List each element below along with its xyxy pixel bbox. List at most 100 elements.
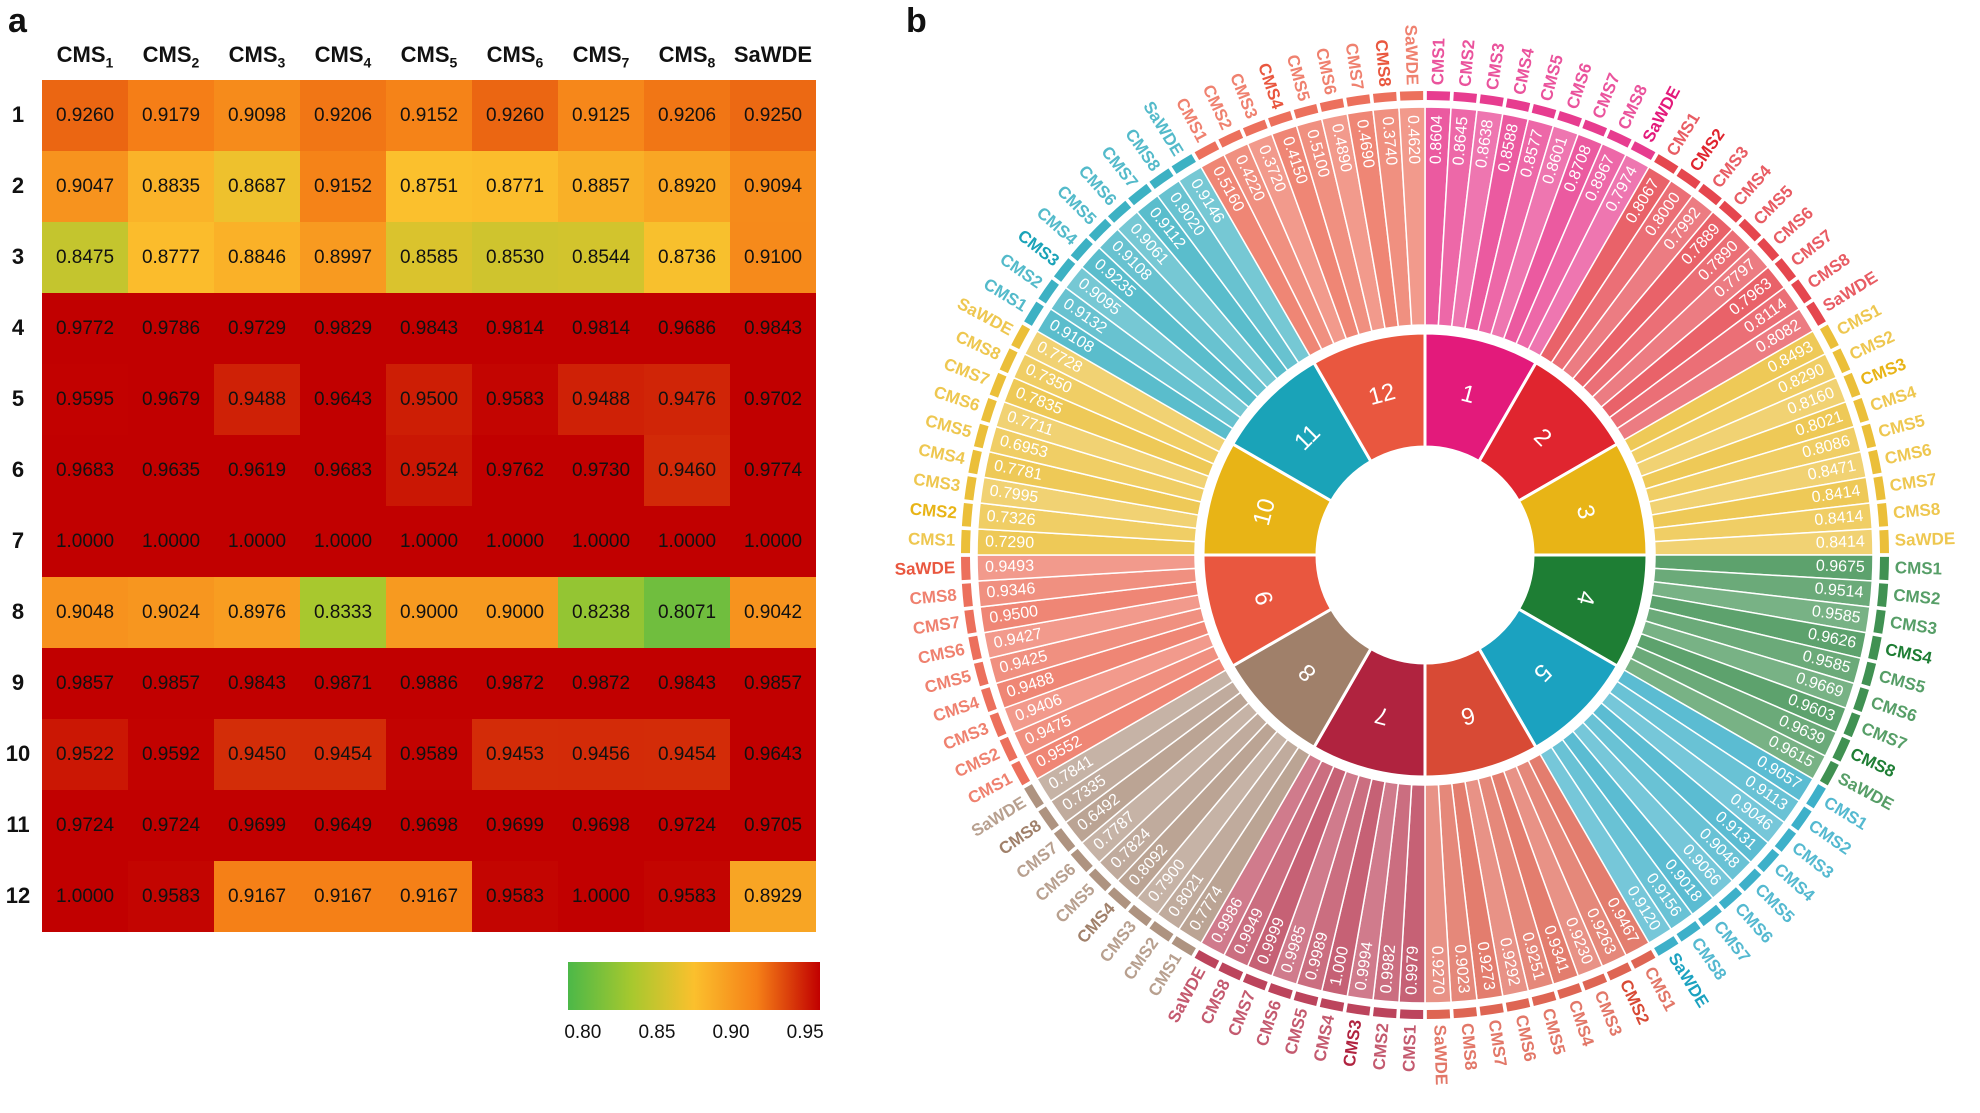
bar-value-label: 0.9585 (1811, 603, 1862, 627)
ring-tick (973, 423, 989, 449)
column-header: CMS3 (228, 42, 286, 71)
heatmap-cell: 0.9683 (300, 435, 386, 506)
heatmap-cell: 0.9094 (730, 151, 816, 222)
bar-value-label: 0.8645 (1450, 116, 1471, 166)
method-label: CMS3 (1591, 988, 1626, 1039)
heatmap-cell: 0.9454 (644, 719, 730, 790)
heatmap-cell: 0.8920 (644, 151, 730, 222)
ring-tick (1557, 983, 1582, 999)
method-label: CMS2 (1455, 39, 1478, 88)
heatmap-cell: 0.9699 (214, 790, 300, 861)
ring-tick (1053, 258, 1076, 282)
bar-value-label: 0.9346 (986, 580, 1036, 601)
heatmap-cell: 1.0000 (472, 506, 558, 577)
heatmap-cell: 0.9098 (214, 80, 300, 151)
method-label: CMS3 (912, 470, 961, 496)
heatmap-cell: 1.0000 (300, 506, 386, 577)
method-label: CMS6 (1252, 998, 1285, 1049)
heatmap-cell: 0.9619 (214, 435, 300, 506)
ring-tick (1372, 1007, 1397, 1019)
method-label: CMS7 (941, 354, 992, 389)
ring-tick (968, 635, 982, 661)
ring-tick (1070, 848, 1093, 873)
heatmap-cell: 0.9047 (42, 151, 128, 222)
ring-tick (989, 372, 1007, 398)
heatmap-cell: 1.0000 (214, 506, 300, 577)
ring-tick (1088, 868, 1112, 892)
heatmap-cell: 0.9583 (472, 861, 558, 932)
ring-tick (1676, 921, 1701, 942)
ring-tick (961, 529, 971, 554)
method-label: CMS5 (1536, 53, 1567, 104)
ring-tick (1879, 556, 1889, 581)
heatmap-cell: 0.9000 (386, 577, 472, 648)
ring-tick (981, 398, 997, 423)
ring-tick (964, 609, 977, 634)
method-label: CMS7 (1889, 470, 1938, 496)
heatmap-cell: 0.9843 (214, 648, 300, 719)
method-label: CMS6 (1883, 440, 1933, 468)
ring-tick (1107, 887, 1132, 910)
heatmap-cell: 0.8585 (386, 222, 472, 293)
method-label: CMS5 (1283, 53, 1314, 104)
method-label: CMS8 (1458, 1022, 1481, 1071)
ring-tick (1531, 103, 1557, 119)
bar-value-label: 0.9023 (1451, 944, 1472, 994)
heatmap-cell: 0.9679 (128, 364, 214, 435)
heatmap-cell: 1.0000 (644, 506, 730, 577)
heatmap-cell: 0.9589 (386, 719, 472, 790)
panel-b-label: b (906, 2, 927, 40)
colorbar-tick-label: 0.90 (712, 1022, 750, 1043)
heatmap-cell: 0.8771 (472, 151, 558, 222)
ring-tick (1479, 1003, 1504, 1016)
ring-tick (1819, 324, 1839, 350)
heatmap-cell: 0.9702 (730, 364, 816, 435)
ring-tick (1791, 806, 1812, 831)
bar-value-label: 0.9994 (1353, 941, 1377, 992)
ring-tick (1128, 904, 1152, 927)
ring-tick (1011, 760, 1031, 786)
ring-tick (1268, 111, 1293, 127)
ring-tick (1879, 529, 1889, 554)
heatmap-cell: 0.9250 (730, 80, 816, 151)
heatmap-cell: 0.9857 (42, 648, 128, 719)
heatmap-cell: 0.9152 (386, 80, 472, 151)
method-label: CMS1 (1428, 38, 1448, 86)
column-header: CMS4 (314, 42, 372, 71)
heatmap-cell: 0.8976 (214, 577, 300, 648)
center-hole (1333, 463, 1517, 647)
method-label: CMS6 (1868, 693, 1919, 726)
method-label: CMS1 (1399, 1024, 1419, 1072)
ring-tick (1843, 712, 1861, 738)
bar-value-label: 0.3740 (1378, 116, 1399, 166)
heatmap-cell: 0.9524 (386, 435, 472, 506)
method-label: CMS3 (1889, 613, 1938, 639)
method-label: SaWDE (1401, 24, 1422, 85)
heatmap-cell: 0.9729 (214, 293, 300, 364)
radial-bar-chart: 10.8604CMS10.8645CMS20.8638CMS30.8588CMS… (894, 24, 1955, 1085)
heatmap-cell: 1.0000 (730, 506, 816, 577)
method-label: CMS7 (912, 613, 961, 639)
ring-tick (1107, 200, 1132, 223)
ring-tick (1011, 324, 1031, 350)
method-label: CMS2 (909, 499, 958, 522)
heatmap-cell: 0.9000 (472, 577, 558, 648)
row-header: 4 (11, 315, 25, 340)
column-header: SaWDE (733, 42, 813, 67)
method-label: CMS5 (923, 666, 974, 697)
method-label: CMS2 (1369, 1022, 1392, 1071)
heatmap-cell: 0.9699 (472, 790, 558, 861)
heatmap-cell: 0.9167 (300, 861, 386, 932)
heatmap-cell: 0.8997 (300, 222, 386, 293)
heatmap-cell: 0.9814 (558, 293, 644, 364)
ring-tick (1319, 998, 1345, 1012)
row-header: 5 (11, 386, 25, 411)
heatmap-cell: 0.9786 (128, 293, 214, 364)
ring-tick (1654, 154, 1679, 174)
heatmap-cell: 0.9454 (300, 719, 386, 790)
bar-value-label: 0.9514 (1814, 580, 1864, 601)
ring-tick (1853, 398, 1869, 423)
row-header: 10 (5, 741, 31, 766)
bar-value-label: 0.7326 (986, 508, 1036, 529)
method-label: CMS5 (1876, 411, 1927, 442)
